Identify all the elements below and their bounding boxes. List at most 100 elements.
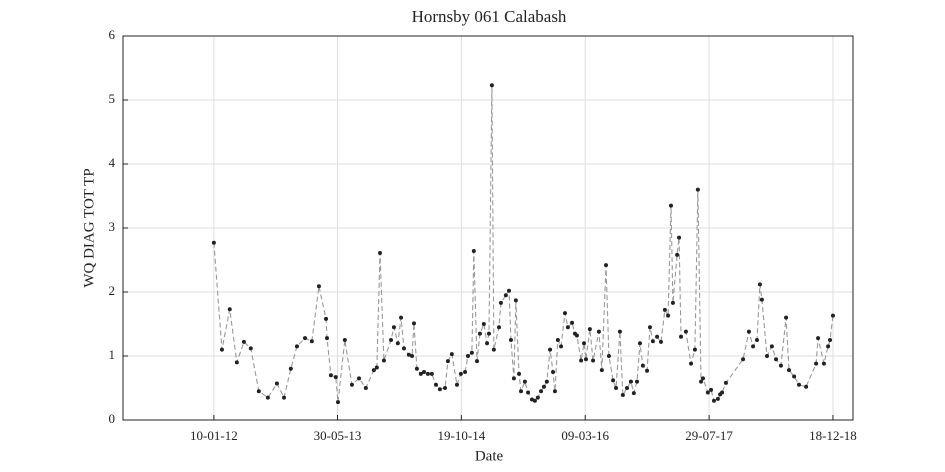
data-point bbox=[421, 370, 426, 374]
data-point bbox=[778, 363, 783, 368]
data-point bbox=[720, 390, 725, 395]
data-point bbox=[342, 338, 347, 342]
data-point bbox=[679, 334, 684, 339]
data-point bbox=[617, 329, 622, 334]
data-point bbox=[574, 333, 579, 338]
data-point bbox=[503, 293, 508, 298]
data-point bbox=[469, 350, 474, 355]
data-point bbox=[526, 390, 531, 395]
data-point bbox=[645, 368, 650, 373]
data-point bbox=[599, 368, 604, 373]
data-point bbox=[821, 361, 826, 366]
data-point bbox=[741, 357, 746, 362]
data-point bbox=[804, 384, 809, 389]
data-point bbox=[357, 376, 362, 381]
data-point bbox=[570, 320, 575, 325]
data-point bbox=[401, 346, 406, 351]
data-point bbox=[631, 391, 636, 396]
data-point bbox=[425, 371, 430, 376]
data-point bbox=[751, 344, 756, 349]
data-point bbox=[658, 339, 663, 344]
data-point bbox=[816, 336, 821, 341]
data-point bbox=[458, 371, 463, 376]
data-point bbox=[274, 381, 279, 386]
data-point bbox=[522, 379, 527, 384]
data-point bbox=[628, 379, 633, 384]
x-tick-label: 10-01-12 bbox=[190, 428, 238, 443]
data-point bbox=[746, 329, 751, 334]
data-point bbox=[508, 338, 513, 342]
data-point bbox=[511, 376, 516, 381]
data-point bbox=[828, 338, 833, 342]
x-tick-label: 29-07-17 bbox=[685, 428, 733, 443]
data-point bbox=[637, 341, 642, 346]
data-point bbox=[463, 370, 468, 374]
data-point bbox=[769, 344, 774, 349]
data-point bbox=[477, 331, 482, 336]
data-point bbox=[668, 203, 673, 208]
data-point bbox=[241, 339, 246, 344]
data-point bbox=[532, 398, 537, 403]
data-point bbox=[324, 316, 329, 321]
data-point bbox=[587, 327, 592, 332]
data-point bbox=[481, 322, 486, 326]
data-point bbox=[328, 373, 333, 378]
data-point bbox=[754, 338, 759, 342]
data-point bbox=[406, 352, 411, 357]
data-point bbox=[814, 361, 819, 366]
data-point bbox=[471, 249, 476, 254]
data-line bbox=[213, 85, 834, 403]
chart-title: Hornsby 061 Calabash bbox=[412, 7, 567, 26]
data-point bbox=[517, 371, 522, 376]
data-point bbox=[591, 358, 596, 363]
data-point bbox=[625, 386, 630, 390]
data-point bbox=[333, 375, 338, 380]
data-point bbox=[699, 379, 704, 384]
data-point bbox=[349, 382, 354, 387]
data-point bbox=[774, 357, 779, 362]
data-point bbox=[507, 288, 512, 293]
data-point bbox=[552, 389, 557, 394]
data-point bbox=[647, 325, 652, 330]
data-point bbox=[371, 368, 376, 373]
data-point bbox=[541, 384, 546, 389]
data-point bbox=[445, 359, 450, 364]
data-point bbox=[363, 386, 368, 390]
data-point bbox=[411, 321, 416, 326]
data-point bbox=[683, 329, 688, 334]
data-point bbox=[559, 344, 564, 349]
data-point bbox=[489, 83, 494, 88]
data-point bbox=[475, 359, 480, 364]
data-point bbox=[689, 361, 694, 366]
y-tick-label: 3 bbox=[109, 219, 116, 234]
data-point bbox=[454, 382, 459, 387]
data-point bbox=[465, 354, 470, 358]
data-point bbox=[705, 390, 710, 395]
data-point bbox=[265, 395, 270, 400]
data-point bbox=[723, 380, 728, 385]
data-point bbox=[234, 360, 239, 365]
data-point bbox=[662, 307, 667, 312]
data-point bbox=[650, 339, 655, 344]
data-point bbox=[579, 358, 584, 363]
y-tick-label: 1 bbox=[109, 347, 116, 362]
data-point bbox=[548, 347, 553, 352]
data-point bbox=[826, 344, 831, 349]
data-point bbox=[692, 347, 697, 352]
data-point bbox=[303, 336, 308, 341]
data-point bbox=[709, 387, 714, 392]
data-point bbox=[378, 250, 383, 255]
data-point bbox=[418, 371, 423, 376]
plot-frame bbox=[122, 35, 854, 421]
data-point bbox=[583, 357, 588, 362]
data-point bbox=[248, 346, 253, 351]
data-point bbox=[391, 325, 396, 330]
data-point bbox=[611, 378, 616, 383]
data-point bbox=[715, 396, 720, 401]
data-point bbox=[565, 325, 570, 330]
data-point bbox=[677, 235, 682, 240]
data-point bbox=[256, 389, 261, 394]
data-point bbox=[640, 363, 645, 368]
